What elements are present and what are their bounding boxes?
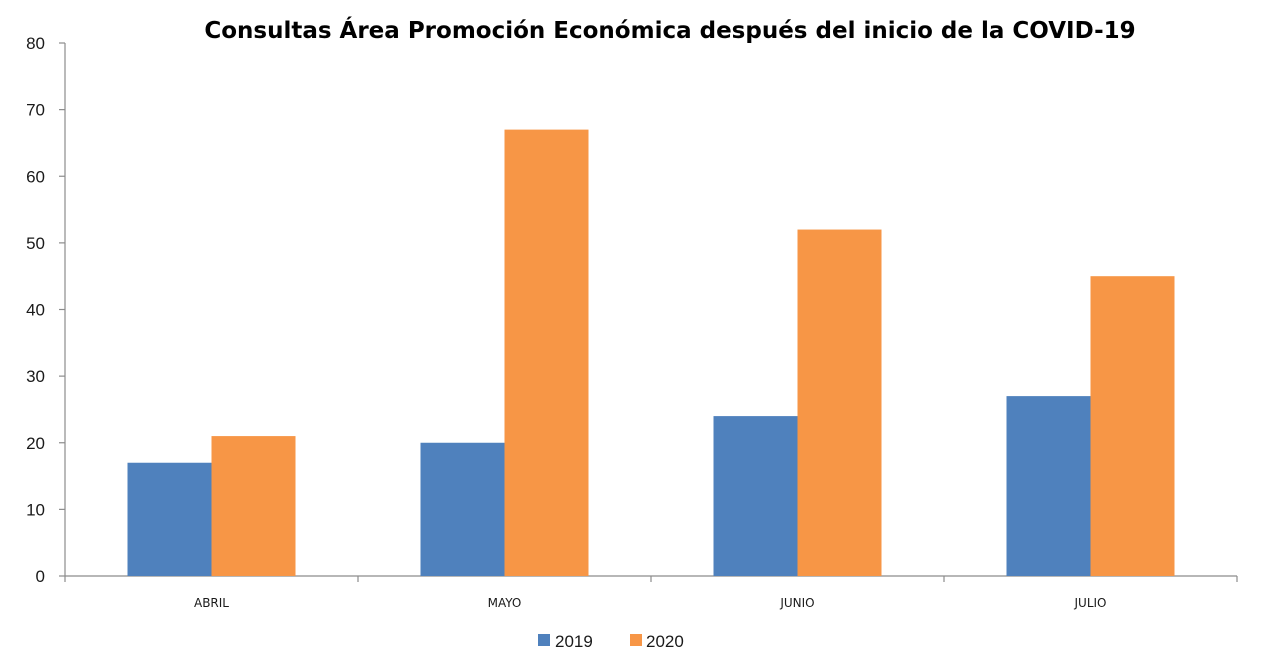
y-tick-label: 60 [26,167,45,186]
x-category-label: ABRIL [194,596,229,610]
y-tick-label: 0 [36,567,45,586]
legend-label-2019: 2019 [555,632,593,651]
x-category-label: JUNIO [779,596,814,610]
x-axis: ABRIL MAYO JUNIO JULIO [64,575,1238,610]
x-category-label: JULIO [1074,596,1107,610]
bar-2019-mayo [420,442,505,576]
legend-swatch-2019 [538,634,550,646]
bar-2019-julio [1006,396,1091,576]
legend-label-2020: 2020 [646,632,684,651]
y-tick-label: 20 [26,434,45,453]
y-tick-label: 10 [26,500,45,519]
chart-title: Consultas Área Promoción Económica despu… [204,16,1135,44]
bar-2020-abril [211,436,296,576]
bar-2019-abril [127,462,212,576]
y-tick-label: 40 [26,301,45,320]
y-tick-label: 80 [26,34,45,53]
bar-2020-junio [797,229,882,577]
bar-2019-junio [713,416,798,576]
legend: 2019 2020 [538,632,684,651]
y-tick-label: 50 [26,234,45,253]
x-category-label: MAYO [488,596,522,610]
bar-2020-mayo [504,129,589,577]
bars-group [127,129,1175,577]
y-tick-label: 30 [26,367,45,386]
bar-2020-julio [1090,276,1175,576]
y-axis: 0 10 20 30 40 50 60 70 80 [26,34,66,586]
legend-swatch-2020 [630,634,642,646]
y-tick-label: 70 [26,101,45,120]
